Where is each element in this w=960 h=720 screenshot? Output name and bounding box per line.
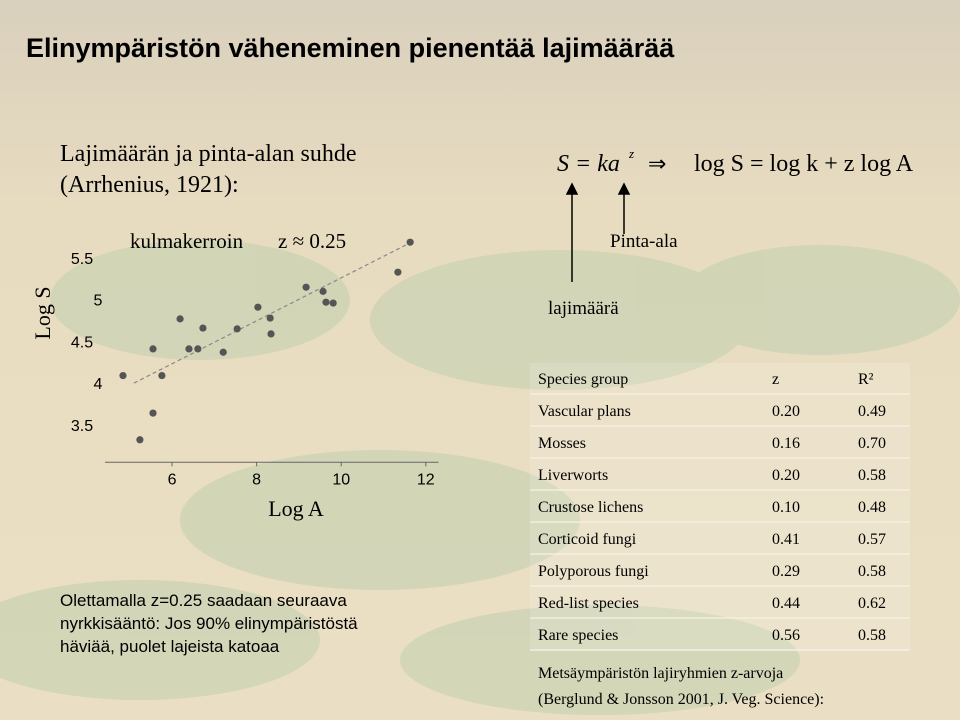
table-cell: Mosses: [538, 435, 586, 452]
slope-value: z ≈ 0.25: [278, 229, 346, 253]
table-row: [530, 619, 910, 649]
table-row: [530, 459, 910, 489]
table-cell: 0.49: [858, 403, 886, 420]
point: [329, 299, 337, 307]
table-cell: R²: [858, 371, 874, 388]
rule-text: Olettamalla z=0.25 saadaan seuraava nyrkk…: [60, 591, 358, 656]
table-cell: 0.41: [772, 531, 800, 548]
point: [322, 298, 330, 306]
table-cell: 0.20: [772, 403, 800, 420]
point: [119, 371, 127, 380]
point: [149, 345, 157, 353]
table-cell: 0.56: [772, 627, 800, 644]
species-label: lajimäärä: [548, 298, 619, 319]
point: [254, 303, 262, 311]
table-row: [530, 427, 910, 457]
table-cell: Red-list species: [538, 595, 639, 612]
point: [319, 287, 327, 295]
table-cell: Liverworts: [538, 467, 608, 484]
caption: (Berglund & Jonsson 2001, J. Veg. Scienc…: [538, 691, 824, 708]
table-cell: 0.58: [858, 627, 886, 644]
table-cell: 0.58: [858, 563, 886, 580]
area-label: Pinta-ala: [610, 231, 678, 252]
table-cell: 0.20: [772, 467, 800, 484]
slope-label: kulmakerroin: [130, 229, 244, 253]
x-tick-label: 10: [332, 471, 350, 488]
x-tick-label: 8: [252, 471, 261, 488]
intro: Lajimäärän ja pinta-alan suhde: [60, 141, 357, 167]
table-row: [530, 491, 910, 521]
point: [394, 268, 402, 276]
x-tick-label: 12: [417, 471, 435, 488]
table-row: [530, 555, 910, 585]
caption: Metsäympäristön lajiryhmien z-arvoja: [538, 665, 783, 682]
y-tick-label: 4: [94, 376, 103, 393]
y-axis-label: Log S: [30, 286, 55, 339]
point: [406, 238, 414, 246]
x-axis-label: Log A: [268, 496, 324, 521]
formula-rhs: log S = log k + z log A: [694, 151, 914, 177]
point: [199, 324, 207, 332]
table-cell: Rare species: [538, 627, 618, 644]
table-cell: 0.58: [858, 467, 886, 484]
species-table: Species group z R² Vascular plans 0.20 0.49 Mo…: [530, 363, 910, 651]
table-row: [530, 523, 910, 553]
y-tick-label: 3.5: [71, 418, 93, 435]
arrows: [565, 182, 631, 282]
formula-exp: z: [628, 146, 634, 161]
table-cell: Corticoid fungi: [538, 531, 637, 548]
table-cell: Species group: [538, 371, 628, 388]
point: [158, 371, 166, 380]
rule-line: Olettamalla z=0.25 saadaan seuraava: [60, 591, 347, 610]
table-cell: 0.29: [772, 563, 800, 580]
table-cell: 0.70: [858, 435, 886, 452]
y-tick-label: 5.5: [71, 251, 93, 268]
formula-lhs: S = ka: [557, 151, 620, 177]
y-tick-label: 4.5: [71, 334, 93, 351]
point: [136, 436, 144, 444]
point: [176, 315, 184, 323]
table-row: [530, 363, 910, 393]
table-row: [530, 587, 910, 617]
point: [267, 330, 275, 338]
point: [149, 409, 157, 417]
point: [266, 314, 274, 322]
table-cell: Polyporous fungi: [538, 563, 649, 580]
intro: (Arrhenius, 1921):: [60, 172, 239, 198]
table-cell: 0.48: [858, 499, 886, 516]
x-tick-label: 6: [168, 471, 177, 488]
table-cell: Vascular plans: [538, 403, 631, 420]
point: [194, 345, 202, 353]
rule-line: häviää, puolet lajeista katoaa: [60, 637, 280, 656]
field-circles: [0, 240, 960, 715]
point: [185, 345, 193, 353]
y-tick-label: 5: [94, 293, 103, 310]
table-row: [530, 395, 910, 425]
table-cell: 0.62: [858, 595, 886, 612]
point: [219, 348, 227, 356]
title: Elinympäristön väheneminen pienentää laj…: [26, 33, 675, 63]
table-cell: Crustose lichens: [538, 499, 643, 516]
trendline: [133, 240, 414, 384]
table-cell: 0.57: [858, 531, 886, 548]
point: [233, 325, 241, 333]
table-cell: 0.16: [772, 435, 800, 452]
point: [302, 283, 310, 291]
table-cell: z: [772, 371, 779, 388]
formula-arrow: ⇒: [648, 151, 666, 176]
table-cell: 0.44: [772, 595, 800, 612]
rule-line: nyrkkisääntö: Jos 90% elinympäristöstä: [60, 614, 358, 633]
table-cell: 0.10: [772, 499, 800, 516]
